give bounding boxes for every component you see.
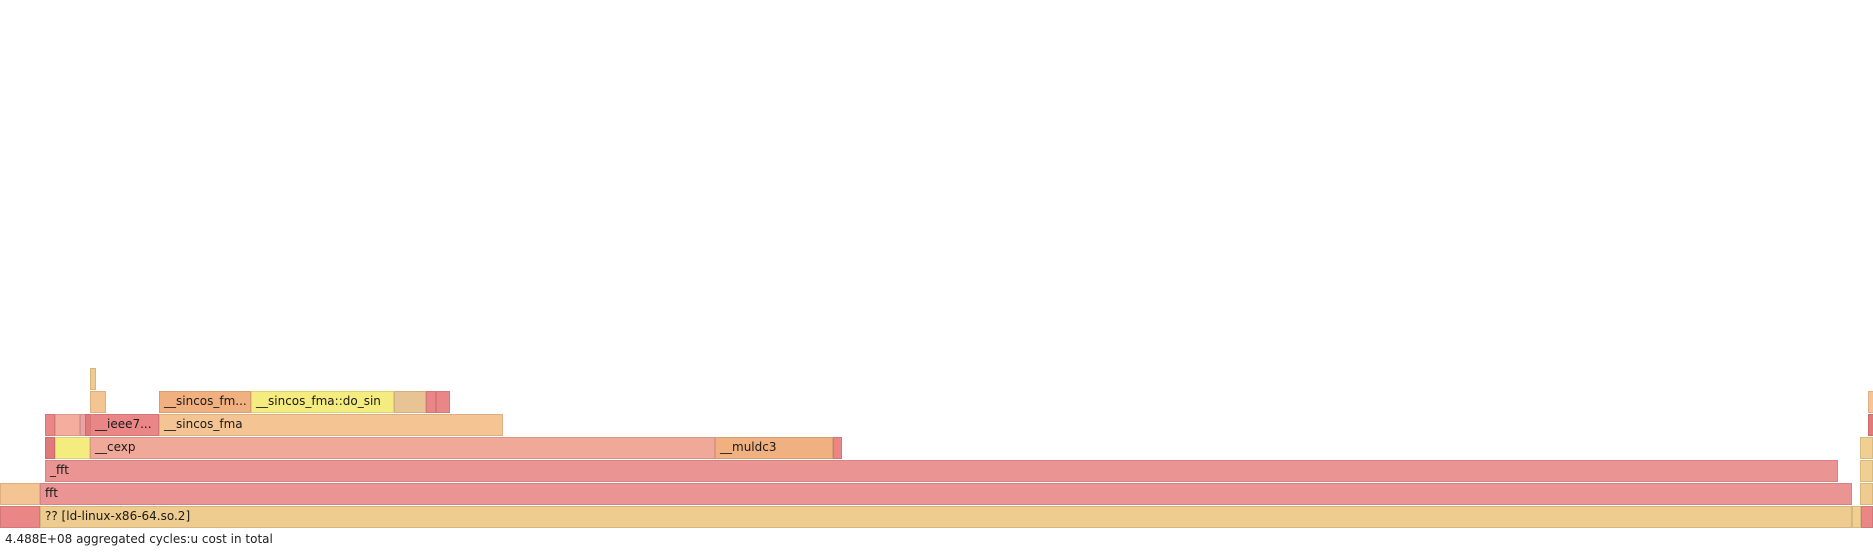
flame-frame[interactable] <box>0 506 40 528</box>
flame-frame[interactable] <box>394 391 426 413</box>
flame-frame[interactable] <box>90 391 106 413</box>
flame-frame[interactable] <box>45 414 55 436</box>
flame-frame[interactable] <box>90 368 96 390</box>
flame-frame[interactable] <box>1860 460 1873 482</box>
flame-frame[interactable] <box>1861 506 1873 528</box>
flame-frame[interactable] <box>1860 483 1873 505</box>
flame-frame[interactable] <box>426 391 436 413</box>
flame-frame[interactable] <box>436 391 450 413</box>
flame-frame[interactable] <box>55 414 80 436</box>
flame-frame[interactable]: __sincos_fm... <box>159 391 251 413</box>
flame-frame-label: ?? [ld-linux-x86-64.so.2] <box>45 509 191 523</box>
flame-frame[interactable]: __sincos_fma::do_sin <box>251 391 394 413</box>
flame-frame[interactable] <box>1868 391 1873 413</box>
flame-frame-label: __muldc3 <box>720 440 777 454</box>
flame-frame-label: __sincos_fma <box>164 417 243 431</box>
flame-frame[interactable] <box>0 483 40 505</box>
flame-frame-label: __sincos_fma::do_sin <box>256 394 381 408</box>
flame-frame[interactable] <box>1852 506 1861 528</box>
flame-frame[interactable] <box>45 437 55 459</box>
flamegraph: ?? [ld-linux-x86-64.so.2] fft _fft __cexp __… <box>0 368 1873 528</box>
flame-frame[interactable]: ?? [ld-linux-x86-64.so.2] <box>40 506 1852 528</box>
flame-frame[interactable]: __sincos_fma <box>159 414 503 436</box>
flame-frame-label: __cexp <box>95 440 136 454</box>
flame-frame[interactable]: fft <box>40 483 1852 505</box>
flame-frame[interactable] <box>55 437 90 459</box>
flame-frame[interactable]: __muldc3 <box>715 437 833 459</box>
flame-frame-label: __ieee7... <box>95 417 152 431</box>
flame-frame-label: _fft <box>50 463 69 477</box>
flame-frame-label: fft <box>45 486 58 500</box>
flame-frame[interactable]: __ieee7... <box>90 414 159 436</box>
flame-frame[interactable] <box>1860 437 1873 459</box>
status-bar: 4.488E+08 aggregated cycles:u cost in to… <box>5 532 273 546</box>
flame-frame[interactable] <box>833 437 842 459</box>
flame-frame-label: __sincos_fm... <box>164 394 247 408</box>
flame-frame[interactable]: _fft <box>45 460 1838 482</box>
flame-frame[interactable]: __cexp <box>90 437 715 459</box>
flame-frame[interactable] <box>1868 414 1873 436</box>
